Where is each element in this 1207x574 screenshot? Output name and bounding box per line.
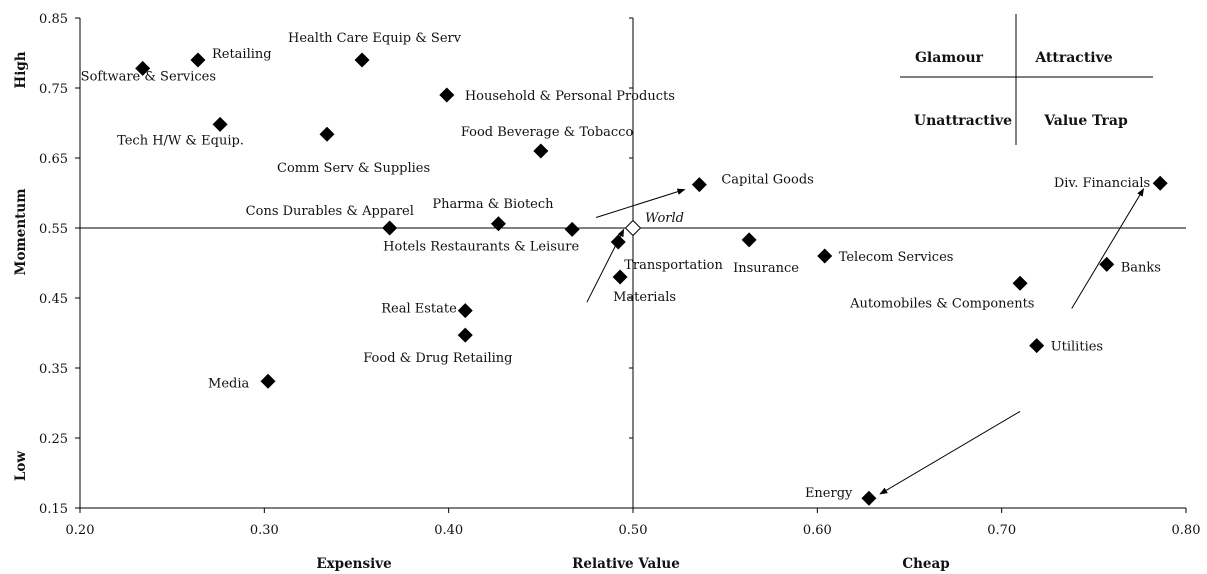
data-point-marker xyxy=(1029,338,1045,354)
y-axis-label-high: High xyxy=(13,51,29,88)
quadrant-legend: Glamour Attractive Unattractive Value Tr… xyxy=(900,14,1153,145)
data-point-marker xyxy=(382,220,398,236)
y-tick-label: 0.35 xyxy=(39,362,68,377)
data-point-label: Software & Services xyxy=(81,69,216,84)
data-point-marker xyxy=(490,216,506,232)
data-point-label: Capital Goods xyxy=(721,173,813,188)
data-point-label: Pharma & Biotech xyxy=(432,197,554,212)
data-point-marker xyxy=(610,234,626,250)
y-tick-label: 0.85 xyxy=(39,12,68,27)
world-point-label: World xyxy=(645,211,684,226)
data-point-marker xyxy=(190,52,206,68)
data-point-marker xyxy=(564,221,580,237)
y-tick-label: 0.75 xyxy=(39,82,68,97)
quadrant-label-value-trap: Value Trap xyxy=(1043,113,1128,129)
data-point-label: Retailing xyxy=(212,47,272,62)
data-point-label: Food & Drug Retailing xyxy=(363,351,512,366)
x-tick-label: 0.40 xyxy=(434,523,463,538)
y-tick-label: 0.65 xyxy=(39,152,68,167)
data-point-marker xyxy=(861,490,877,506)
movement-arrows xyxy=(586,188,1145,495)
data-point-label: Banks xyxy=(1121,260,1161,275)
data-point-marker xyxy=(260,373,276,389)
axis-ticks xyxy=(75,17,1187,513)
movement-arrow xyxy=(595,188,686,218)
data-point-marker xyxy=(354,52,370,68)
x-tick-label: 0.50 xyxy=(619,523,648,538)
data-point-label: Telecom Services xyxy=(839,250,954,265)
data-point-label: Cons Durables & Apparel xyxy=(246,204,414,219)
data-point-marker xyxy=(1152,175,1168,191)
y-tick-label: 0.55 xyxy=(39,222,68,237)
x-axis-label-cheap: Cheap xyxy=(902,556,949,572)
data-point-label: Real Estate xyxy=(381,302,457,317)
data-point-marker xyxy=(439,87,455,103)
x-axis-label-expensive: Expensive xyxy=(316,556,391,572)
data-point-marker xyxy=(741,232,757,248)
data-point-label: Health Care Equip & Serv xyxy=(288,31,462,46)
y-axis-label-low: Low xyxy=(13,451,29,481)
data-point-label: Media xyxy=(208,376,249,391)
data-point-marker xyxy=(319,126,335,142)
data-point-marker xyxy=(1099,256,1115,272)
x-tick-label: 0.30 xyxy=(250,523,279,538)
data-point-label: Div. Financials xyxy=(1054,176,1150,191)
quadrant-label-unattractive: Unattractive xyxy=(914,113,1012,129)
y-tick-label: 0.45 xyxy=(39,292,68,307)
y-axis-label-momentum: Momentum xyxy=(13,189,29,276)
data-point-marker xyxy=(457,303,473,319)
x-tick-label: 0.70 xyxy=(987,523,1016,538)
data-point-marker xyxy=(1012,275,1028,291)
quadrant-label-glamour: Glamour xyxy=(915,50,984,66)
data-point-marker xyxy=(212,116,228,132)
data-point-marker xyxy=(817,248,833,264)
x-tick-label: 0.60 xyxy=(803,523,832,538)
movement-arrow xyxy=(1071,188,1145,309)
y-tick-label: 0.25 xyxy=(39,432,68,447)
data-point-label: Materials xyxy=(613,290,676,305)
data-point-label: Food Beverage & Tobacco xyxy=(461,125,634,140)
data-point-label: Comm Serv & Supplies xyxy=(277,161,430,176)
x-axis-label-relative-value: Relative Value xyxy=(572,556,680,572)
data-point-label: Energy xyxy=(805,486,853,501)
data-point-marker xyxy=(457,327,473,343)
x-tick-label: 0.80 xyxy=(1172,523,1201,538)
data-point-label: Insurance xyxy=(733,261,799,276)
data-point-marker xyxy=(533,143,549,159)
data-point-label: Utilities xyxy=(1051,340,1103,355)
x-tick-labels: 0.20 0.30 0.40 0.50 0.60 0.70 0.80 xyxy=(66,523,1201,538)
data-point-label: Household & Personal Products xyxy=(465,89,675,104)
movement-arrow xyxy=(879,410,1021,495)
world-point-marker xyxy=(624,219,642,237)
data-point-label: Tech H/W & Equip. xyxy=(117,133,244,148)
data-points xyxy=(135,52,1168,506)
x-tick-label: 0.20 xyxy=(66,523,95,538)
data-point-marker xyxy=(691,177,707,193)
data-point-label: Hotels Restaurants & Leisure xyxy=(383,239,579,254)
data-point-label: Automobiles & Components xyxy=(849,296,1034,311)
data-point-labels: Software & Services Retailing Health Care … xyxy=(81,31,1161,501)
quadrant-label-attractive: Attractive xyxy=(1034,50,1112,66)
data-point-label: Transportation xyxy=(624,258,723,273)
y-tick-labels: 0.15 0.25 0.35 0.45 0.55 0.65 0.75 0.85 xyxy=(39,12,68,517)
data-point-marker xyxy=(135,60,151,76)
data-point-marker xyxy=(612,269,628,285)
y-tick-label: 0.15 xyxy=(39,502,68,517)
